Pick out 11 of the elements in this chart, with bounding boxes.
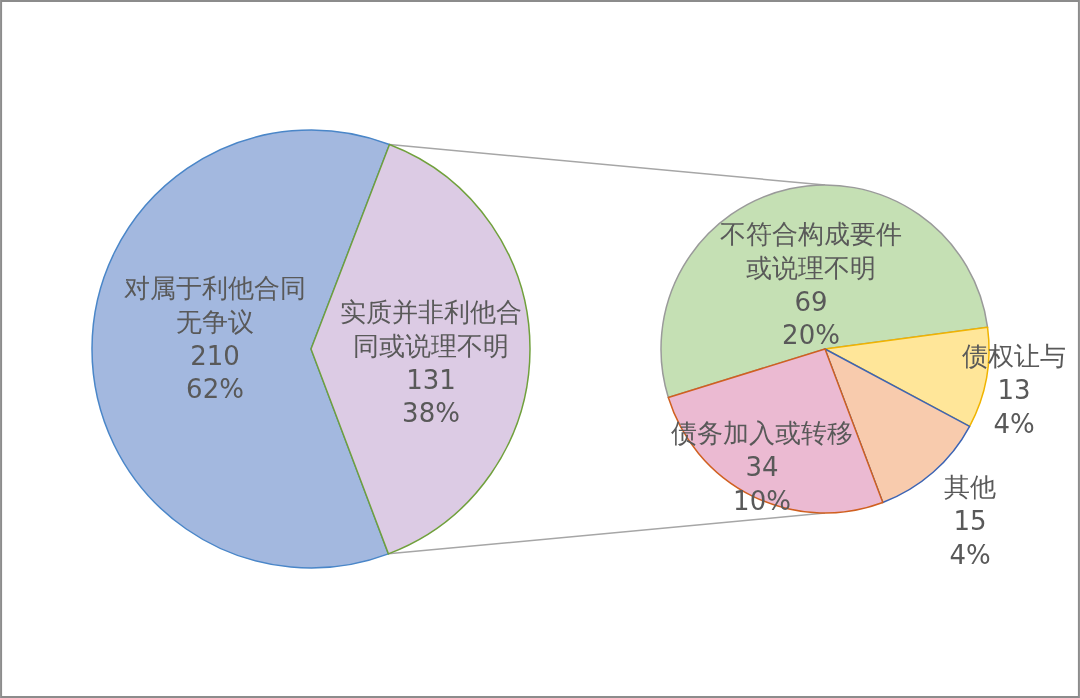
pie-slice (310, 143, 531, 555)
slice-label: 不符合构成要件或说理不明 (720, 219, 902, 283)
slice-label: 对属于利他合同无争议 (124, 273, 306, 337)
slice-label: 实质并非利他合同或说理不明 (340, 297, 522, 361)
data-label: 131 38% (402, 364, 460, 429)
slice-label: 其他 (944, 472, 996, 502)
data-label: 69 20% (782, 286, 840, 351)
data-label: 210 62% (186, 340, 244, 405)
pie-slice (660, 184, 989, 399)
data-label: 13 4% (993, 374, 1035, 439)
data-label: 15 4% (949, 505, 991, 570)
